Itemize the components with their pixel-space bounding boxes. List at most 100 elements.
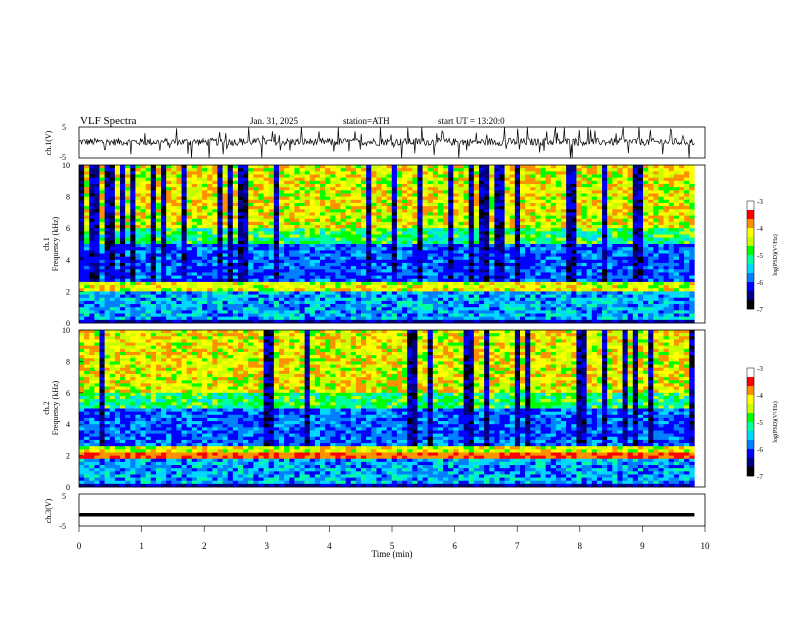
spectrogram-cell <box>463 177 470 182</box>
spectrogram-cell <box>581 183 587 188</box>
spectrogram-cell <box>278 218 285 223</box>
spectrogram-cell <box>494 193 500 197</box>
spectrogram-cell <box>212 253 218 257</box>
spectrogram-cell <box>166 244 172 248</box>
spectrogram-cell <box>504 231 511 235</box>
spectrogram-cell <box>366 196 372 201</box>
spectrogram-cell <box>150 281 157 286</box>
spectrogram-cell <box>366 266 372 270</box>
spectrogram-cell <box>145 165 152 169</box>
spectrogram-cell <box>361 275 367 280</box>
spectrogram-cell <box>176 300 182 305</box>
spectrogram-cell <box>530 180 536 185</box>
spectrogram-cell <box>217 187 223 191</box>
spectrogram-cell <box>566 269 572 273</box>
spectrogram-cell <box>422 174 428 178</box>
spectrogram-cell <box>304 206 311 210</box>
spectrogram-cell <box>520 281 526 286</box>
spectrogram-cell <box>207 269 213 273</box>
spectrogram-cell <box>171 310 177 314</box>
spectrogram-cell <box>325 202 331 207</box>
spectrogram-cell <box>99 300 105 305</box>
spectrogram-cell <box>176 285 182 289</box>
spectrogram-cell <box>545 313 552 317</box>
spectrogram-cell <box>207 297 213 302</box>
spectrogram-cell <box>263 221 270 226</box>
spectrogram-cell <box>335 250 341 254</box>
spectrogram-cell <box>145 183 152 188</box>
spectrogram-cell <box>304 262 311 267</box>
spectrogram-cell <box>181 218 187 223</box>
spectrogram-cell <box>458 193 464 197</box>
spectrogram-cell <box>166 228 172 232</box>
spectrogram-cell <box>427 278 434 283</box>
spectrogram-cell <box>248 193 254 197</box>
spectrogram-cell <box>448 212 454 216</box>
spectrogram-cell <box>550 285 557 289</box>
spectrogram-cell <box>571 272 577 276</box>
spectrogram-cell <box>227 187 234 191</box>
spectrogram-cell <box>176 240 182 245</box>
spectrogram-cell <box>94 183 100 188</box>
spectrogram-cell <box>150 212 157 216</box>
spectrogram-cell <box>150 221 157 226</box>
spectrogram-cell <box>207 212 213 216</box>
spectrogram-cell <box>320 250 326 254</box>
spectrogram-cell <box>320 193 326 197</box>
spectrogram-cell <box>499 256 505 261</box>
spectrogram-cell <box>99 250 105 254</box>
spectrogram-cell <box>468 304 475 308</box>
spectrogram-cell <box>99 190 105 194</box>
spectrogram-cell <box>504 168 511 172</box>
spectrogram-cell <box>207 183 213 188</box>
spectrogram-cell <box>376 278 382 283</box>
spectrogram-cell <box>437 234 444 238</box>
spectrogram-cell <box>217 199 223 204</box>
spectrogram-cell <box>227 316 234 321</box>
spectrogram-cell <box>114 174 121 178</box>
spectrogram-cell <box>150 206 157 210</box>
spectrogram-cell <box>278 234 285 238</box>
spectrogram-cell <box>530 281 536 286</box>
spectrogram-cell <box>566 221 572 226</box>
spectrogram-cell <box>125 310 131 314</box>
spectrogram-cell <box>499 218 505 223</box>
spectrogram-cell <box>437 168 444 172</box>
spectrogram-cell <box>494 174 500 178</box>
spectrogram-cell <box>458 266 464 270</box>
spectrogram-cell <box>253 183 259 188</box>
spectrogram-cell <box>386 259 393 264</box>
spectrogram-cell <box>299 275 305 280</box>
spectrogram-cell <box>294 300 300 305</box>
spectrogram-cell <box>196 310 203 314</box>
spectrogram-cell <box>304 234 311 238</box>
spectrogram-cell <box>576 262 582 267</box>
spectrogram-cell <box>222 262 229 267</box>
spectrogram-cell <box>243 180 249 185</box>
spectrogram-cell <box>494 269 500 273</box>
spectrogram-cell <box>232 237 239 242</box>
spectrogram-cell <box>94 225 100 229</box>
spectrogram-cell <box>284 288 290 292</box>
spectrogram-cell <box>555 215 562 220</box>
spectrogram-cell <box>135 319 141 324</box>
spectrogram-cell <box>207 307 213 311</box>
spectrogram-cell <box>412 196 418 201</box>
spectrogram-cell <box>191 281 198 286</box>
spectrogram-cell <box>120 165 126 169</box>
spectrogram-cell <box>530 202 536 207</box>
spectrogram-cell <box>520 168 526 172</box>
spectrogram-cell <box>555 209 562 213</box>
spectrogram-cell <box>186 278 193 283</box>
spectrogram-cell <box>391 262 398 267</box>
spectrogram-cell <box>186 196 193 201</box>
spectrogram-cell <box>550 168 557 172</box>
spectrogram-cell <box>555 269 562 273</box>
spectrogram-cell <box>299 180 305 185</box>
spectrogram-cell <box>89 209 95 213</box>
spectrogram-cell <box>386 168 393 172</box>
spectrogram-cell <box>361 247 367 251</box>
spectrogram-cell <box>314 256 321 261</box>
spectrogram-cell <box>391 228 398 232</box>
